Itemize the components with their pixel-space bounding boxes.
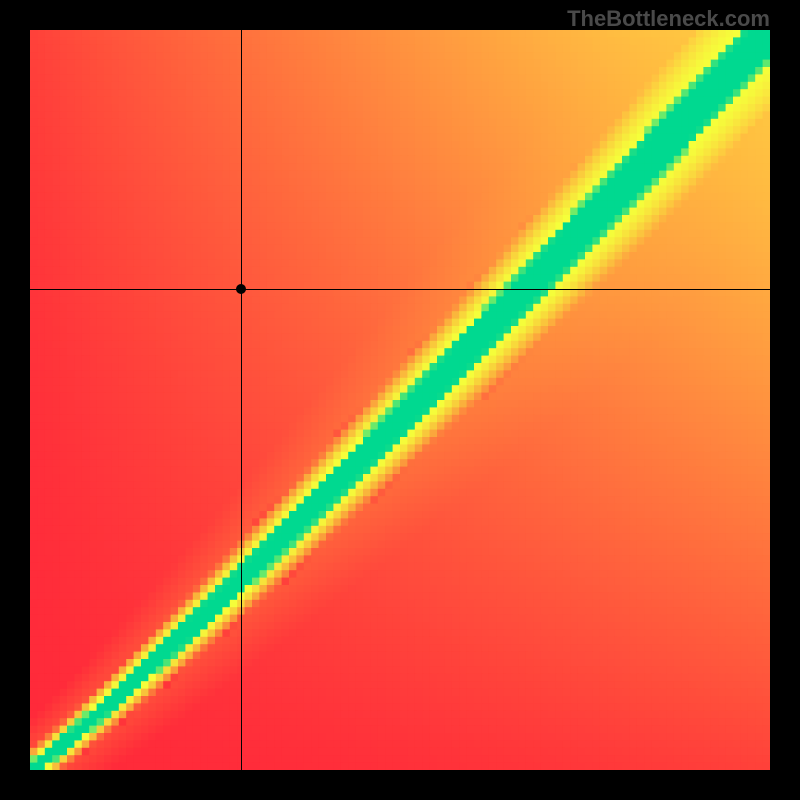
- chart-container: TheBottleneck.com: [0, 0, 800, 800]
- plot-area: [30, 30, 770, 770]
- watermark-text: TheBottleneck.com: [567, 6, 770, 32]
- heatmap-canvas: [30, 30, 770, 770]
- marker-dot: [236, 284, 246, 294]
- crosshair-horizontal: [30, 289, 770, 290]
- crosshair-vertical: [241, 30, 242, 770]
